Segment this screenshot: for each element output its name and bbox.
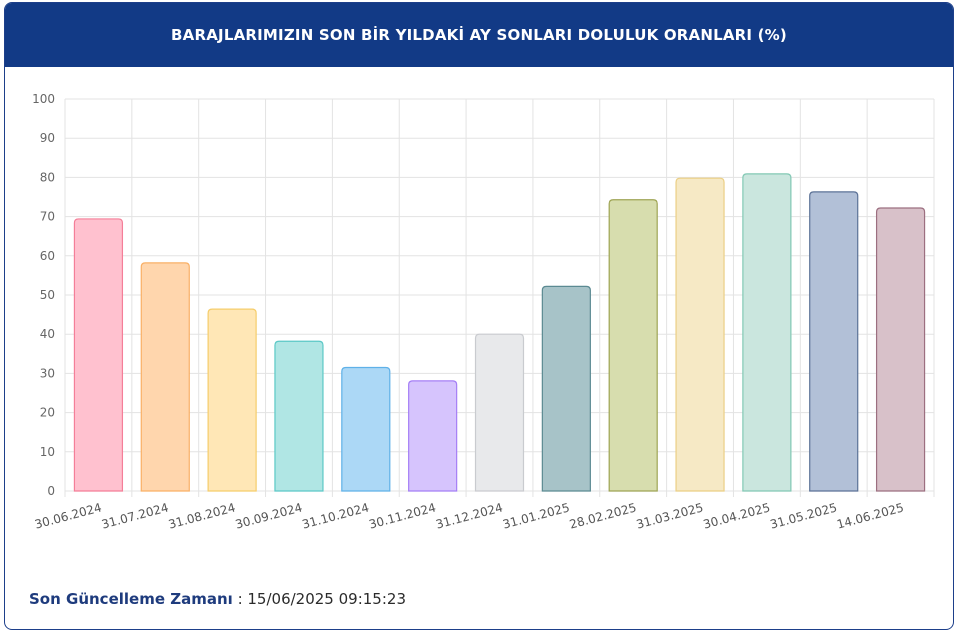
- bar-30.04.2025[interactable]: [742, 173, 792, 492]
- chart-grid: [64, 98, 935, 497]
- y-tick-label: 30: [40, 366, 55, 380]
- y-tick-label: 10: [40, 445, 55, 459]
- bar-30.11.2024[interactable]: [408, 380, 458, 492]
- bar-30.09.2024[interactable]: [274, 340, 324, 492]
- last-updated-value: 15/06/2025 09:15:23: [247, 590, 406, 608]
- y-tick-label: 80: [40, 170, 55, 184]
- x-tick-label: 31.08.2024: [167, 500, 237, 531]
- chart-title: BARAJLARIMIZIN SON BİR YILDAKİ AY SONLAR…: [171, 26, 787, 44]
- y-tick-label: 0: [47, 484, 55, 498]
- x-tick-label: 30.11.2024: [367, 500, 437, 531]
- last-updated-separator: :: [232, 590, 248, 608]
- x-tick-label: 30.04.2025: [702, 500, 772, 531]
- y-tick-label: 70: [40, 210, 55, 224]
- bar-31.03.2025[interactable]: [675, 177, 725, 492]
- x-axis-ticks: 30.06.202431.07.202431.08.202430.09.2024…: [33, 500, 905, 531]
- x-tick-label: 14.06.2025: [835, 500, 905, 531]
- y-tick-label: 20: [40, 406, 55, 420]
- y-axis-ticks: 0 10 20 30 40 50 60 70 80 90 100: [32, 92, 55, 498]
- bar-chart: 0 10 20 30 40 50 60 70 80 90 100 30.06.202431.07.2…: [32, 92, 935, 532]
- last-updated-label: Son Güncelleme Zamanı: [29, 590, 233, 608]
- x-tick-label: 31.12.2024: [434, 500, 504, 531]
- y-tick-label: 90: [40, 131, 55, 145]
- x-tick-label: 31.07.2024: [100, 500, 170, 531]
- x-tick-label: 30.09.2024: [234, 500, 304, 531]
- bar-31.12.2024[interactable]: [474, 333, 525, 492]
- x-tick-label: 31.10.2024: [301, 500, 371, 531]
- x-tick-label: 30.06.2024: [33, 500, 103, 531]
- y-tick-label: 60: [40, 249, 55, 263]
- y-tick-label: 50: [40, 288, 55, 302]
- bar-28.02.2025[interactable]: [608, 199, 658, 492]
- last-updated: Son Güncelleme Zamanı : 15/06/2025 09:15…: [29, 590, 406, 608]
- x-tick-label: 28.02.2025: [568, 500, 638, 531]
- chart-header: BARAJLARIMIZIN SON BİR YILDAKİ AY SONLAR…: [5, 3, 953, 67]
- x-tick-label: 31.05.2025: [769, 500, 839, 531]
- bar-31.05.2025[interactable]: [809, 191, 859, 492]
- x-tick-label: 31.01.2025: [501, 500, 571, 531]
- bar-31.07.2024[interactable]: [140, 262, 190, 492]
- x-tick-label: 31.03.2025: [635, 500, 705, 531]
- bar-14.06.2025[interactable]: [875, 207, 926, 492]
- bar-31.08.2024[interactable]: [207, 308, 257, 492]
- y-tick-label: 100: [32, 92, 55, 106]
- bar-31.01.2025[interactable]: [541, 285, 591, 492]
- chart-card: BARAJLARIMIZIN SON BİR YILDAKİ AY SONLAR…: [4, 2, 954, 630]
- bar-31.10.2024[interactable]: [341, 366, 391, 492]
- y-tick-label: 40: [40, 327, 55, 341]
- chart-bars: [73, 173, 926, 492]
- bar-30.06.2024[interactable]: [73, 218, 124, 492]
